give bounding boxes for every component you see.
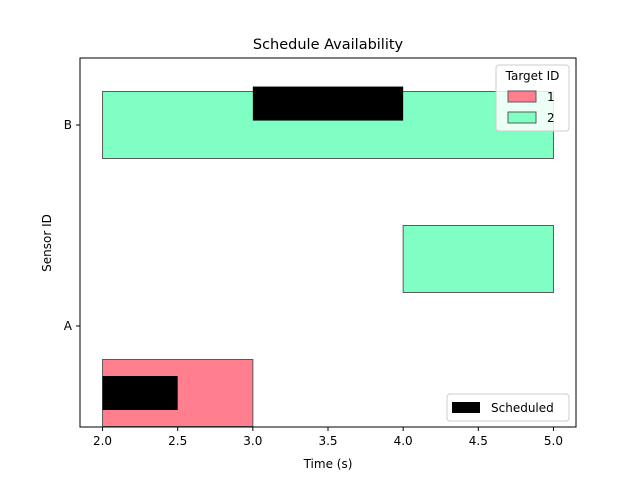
plot-area xyxy=(79,57,577,428)
y-axis: AB xyxy=(64,118,80,333)
availability-bar-A-target-2 xyxy=(402,225,554,293)
legend-scheduled: Scheduled xyxy=(446,393,570,422)
x-tick-label: 2.5 xyxy=(168,434,187,448)
x-tick-label: 2.0 xyxy=(93,434,112,448)
legend-label-target-2: 2 xyxy=(547,111,555,125)
legend-target-id: Target ID 1 2 xyxy=(495,64,570,132)
y-tick-label: A xyxy=(64,319,73,333)
legend-frame xyxy=(446,393,570,422)
legend-swatch-target-1 xyxy=(507,90,537,103)
legend-label-target-1: 1 xyxy=(547,90,555,104)
chart-title: Schedule Availability xyxy=(253,37,404,53)
x-tick-label: 3.5 xyxy=(318,434,337,448)
y-tick-label: B xyxy=(64,118,72,132)
legend-title: Target ID xyxy=(505,69,560,83)
x-tick-label: 5.0 xyxy=(544,434,563,448)
y-axis-label: Sensor ID xyxy=(40,214,54,272)
legend-swatch-target-2 xyxy=(507,111,537,124)
x-axis: 2.0 2.5 3.0 3.5 4.0 4.5 5.0 xyxy=(93,427,563,448)
legend-swatch-scheduled xyxy=(452,402,480,413)
legend-label-scheduled: Scheduled xyxy=(491,401,554,415)
x-tick-label: 4.0 xyxy=(394,434,413,448)
x-tick-label: 3.0 xyxy=(243,434,262,448)
scheduled-bar-A xyxy=(102,376,178,410)
scheduled-bar-B xyxy=(252,86,404,121)
x-axis-label: Time (s) xyxy=(303,457,353,471)
x-tick-label: 4.5 xyxy=(469,434,488,448)
